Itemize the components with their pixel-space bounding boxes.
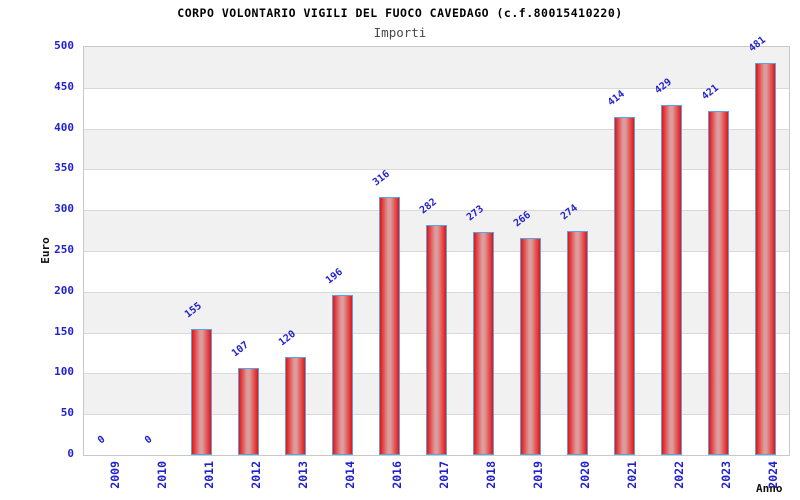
chart-subtitle: Importi xyxy=(373,25,427,40)
plot-band xyxy=(84,128,789,170)
x-tick-label: 2018 xyxy=(468,461,498,500)
bar-2012 xyxy=(238,367,259,455)
gridline xyxy=(84,210,789,212)
y-tick-label: 150 xyxy=(54,324,74,338)
x-tick-label: 2012 xyxy=(233,461,263,500)
x-axis-title: Anno xyxy=(756,482,783,495)
x-tick-label-text: 2012 xyxy=(248,461,263,489)
x-tick-label: 2014 xyxy=(327,461,357,500)
bar-2021 xyxy=(614,117,635,455)
bar-2016 xyxy=(379,197,400,455)
bar-2022 xyxy=(661,104,682,455)
gridline xyxy=(84,128,789,130)
x-tick-label: 2021 xyxy=(609,461,639,500)
bar-2019 xyxy=(520,237,541,455)
x-tick-label: 2011 xyxy=(186,461,216,500)
plot-area: 0 0 155 107 120 196 316 282 273 266 274 414 429 421 48… xyxy=(83,34,790,456)
x-tick-label-text: 2009 xyxy=(107,461,122,489)
y-tick-label: 250 xyxy=(54,243,74,256)
x-tick-label-text: 2024 xyxy=(765,461,780,489)
x-tick-label-text: 2011 xyxy=(201,461,216,489)
y-tick-label: 100 xyxy=(54,365,74,379)
y-tick-label: 300 xyxy=(54,202,74,216)
plot-band xyxy=(84,47,789,88)
chart-title: CORPO VOLONTARIO VIGILI DEL FUOCO CAVEDA… xyxy=(177,6,623,20)
bar-2014 xyxy=(332,295,353,455)
x-tick-label-text: 2020 xyxy=(577,461,592,489)
bar-2020 xyxy=(567,231,588,455)
x-tick-label: 2010 xyxy=(139,461,169,500)
x-tick-label-text: 2019 xyxy=(530,461,545,489)
y-tick-label: 50 xyxy=(60,406,74,420)
x-tick-label-text: 2014 xyxy=(342,461,357,489)
y-tick-label: 200 xyxy=(54,283,74,297)
x-tick-label-text: 2022 xyxy=(671,461,686,489)
bar-2011 xyxy=(191,328,212,455)
x-tick-label: 2016 xyxy=(374,461,404,500)
bar-2018 xyxy=(473,232,494,455)
x-tick-label-text: 2017 xyxy=(436,461,451,489)
x-tick-label-text: 2013 xyxy=(295,461,310,489)
y-tick-label: 450 xyxy=(54,79,74,93)
plot-band xyxy=(84,87,789,129)
x-tick-label: 2013 xyxy=(280,461,310,500)
x-tick-label: 2024 xyxy=(750,461,780,500)
x-tick-label: 2017 xyxy=(421,461,451,500)
x-tick-label-text: 2016 xyxy=(389,461,404,489)
x-tick-label-text: 2010 xyxy=(154,461,169,489)
x-tick-label: 2023 xyxy=(703,461,733,500)
bar-2013 xyxy=(285,357,306,455)
x-tick-label: 2009 xyxy=(92,461,122,500)
x-tick-label: 2019 xyxy=(515,461,545,500)
x-tick-label: 2022 xyxy=(656,461,686,500)
y-tick-label: 400 xyxy=(54,120,74,134)
x-tick-label: 2020 xyxy=(562,461,592,500)
bar-2023 xyxy=(708,111,729,455)
x-tick-label-text: 2018 xyxy=(483,461,498,489)
x-tick-label-text: 2023 xyxy=(718,461,733,489)
bar-2017 xyxy=(426,224,447,455)
x-tick-label-text: 2021 xyxy=(624,461,639,489)
y-tick-label: 500 xyxy=(54,39,74,52)
y-tick-label: 350 xyxy=(54,161,74,175)
y-tick-label: 0 xyxy=(67,447,74,460)
gridline xyxy=(84,169,789,171)
gridline xyxy=(84,87,789,89)
bar-2024 xyxy=(755,62,776,455)
